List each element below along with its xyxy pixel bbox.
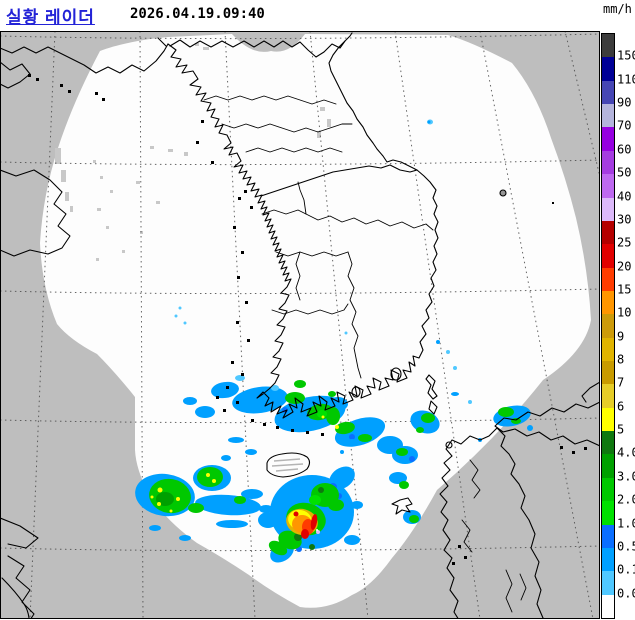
radar-map-canvas	[0, 31, 600, 619]
observation-timestamp: 2026.04.19.09:40	[130, 6, 265, 22]
legend-color-scale	[601, 33, 615, 619]
korea-coastline	[167, 32, 439, 419]
map-border	[0, 31, 600, 619]
coastline-layer	[1, 32, 599, 618]
tsushima-island	[425, 374, 438, 400]
clutter-echo-layer	[55, 43, 331, 261]
precipitation-echo-layer	[135, 119, 533, 563]
radar-map	[0, 31, 600, 619]
goto-islands	[391, 497, 413, 515]
dokdo-island	[552, 202, 554, 204]
legend-unit-label: mm/h	[603, 2, 632, 16]
title-bar: 실황 레이더 2026.04.19.09:40 mm/h	[0, 0, 635, 31]
page-title: 실황 레이더	[6, 8, 95, 27]
iki-island	[445, 441, 453, 449]
jeju-island	[266, 452, 311, 478]
radar-coverage-area	[40, 34, 591, 608]
ulleungdo-island	[499, 189, 507, 197]
legend-scale-labels: 15011090706050403025201510987654.03.02.0…	[617, 49, 635, 601]
